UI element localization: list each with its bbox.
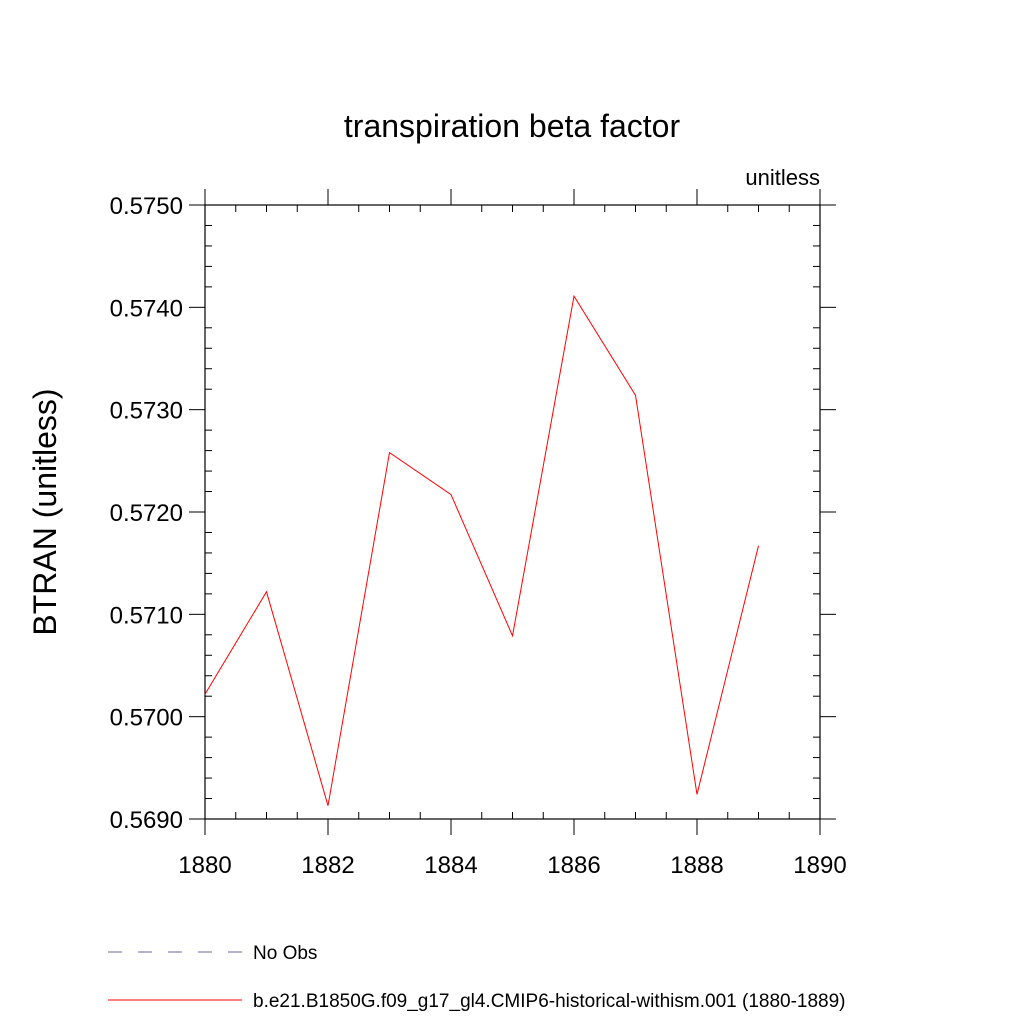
tick-marks (189, 189, 836, 835)
y-tick-label: 0.5730 (110, 398, 183, 425)
legend-label: No Obs (253, 943, 317, 964)
y-tick-label: 0.5740 (110, 295, 183, 322)
x-tick-label: 1890 (793, 852, 846, 879)
y-axis-label: BTRAN (unitless) (27, 388, 63, 635)
y-tick-label: 0.5750 (110, 193, 183, 220)
x-tick-label: 1882 (301, 852, 354, 879)
x-tick-label: 1884 (424, 852, 477, 879)
y-tick-label: 0.5710 (110, 602, 183, 629)
series-line (204, 294, 759, 806)
x-tick-label: 1888 (670, 852, 723, 879)
y-tick-label: 0.5720 (110, 500, 183, 527)
x-tick-label: 1886 (547, 852, 600, 879)
y-tick-labels: 0.5690 0.5700 0.5710 0.5720 0.5730 0.5740 0.57… (110, 193, 183, 834)
x-tick-label: 1880 (178, 852, 231, 879)
series-layer (204, 294, 759, 806)
y-tick-label: 0.5690 (110, 807, 183, 834)
y-tick-label: 0.5700 (110, 705, 183, 732)
legend: No Obs b.e21.B1850G.f09_g17_gl4.CMIP6-his… (108, 943, 846, 1012)
legend-label: b.e21.B1850G.f09_g17_gl4.CMIP6-historica… (253, 991, 846, 1012)
chart-title: transpiration beta factor (344, 108, 681, 144)
plot-frame (204, 204, 821, 820)
x-tick-labels: 1880 1882 1884 1886 1888 1890 (178, 852, 846, 879)
units-label: unitless (745, 165, 820, 190)
